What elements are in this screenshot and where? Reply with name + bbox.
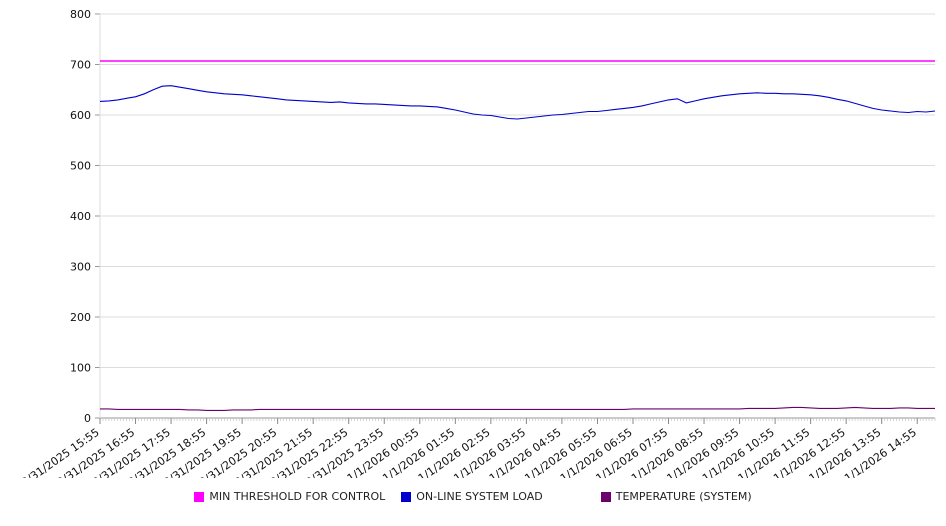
series-line-2: [100, 406, 935, 411]
y-tick-label: 600: [70, 109, 91, 122]
y-tick-label: 700: [70, 59, 91, 72]
legend-label-system-load: ON-LINE SYSTEM LOAD: [416, 490, 543, 503]
legend-item-system-load: ON-LINE SYSTEM LOAD: [401, 490, 543, 503]
series-line-1: [99, 85, 936, 120]
y-tick-label: 300: [70, 261, 91, 274]
legend-label-min-threshold: MIN THRESHOLD FOR CONTROL: [209, 490, 386, 503]
y-tick-label: 100: [70, 362, 91, 375]
y-tick-label: 500: [70, 160, 91, 173]
y-tick-label: 200: [70, 311, 91, 324]
y-tick-label: 0: [84, 412, 91, 425]
system-load-swatch-icon: [401, 491, 412, 502]
gridlines: [100, 13, 935, 419]
legend-item-min-threshold: MIN THRESHOLD FOR CONTROL: [194, 490, 385, 503]
y-tick-label: 800: [70, 8, 91, 21]
y-axis: 0 100 200 300 400 500 600 700 800: [70, 8, 100, 425]
min-threshold-swatch-icon: [194, 491, 205, 502]
temperature-swatch-icon: [600, 491, 611, 502]
legend-item-temperature: TEMPERATURE (SYSTEM): [600, 490, 752, 503]
legend: MIN THRESHOLD FOR CONTROL ON-LINE SYSTEM…: [0, 490, 946, 503]
legend-label-temperature: TEMPERATURE (SYSTEM): [615, 490, 752, 503]
chart-area: 0 100 200 300 400 500 600 700 800 12/31/2025 15:5…: [13, 8, 936, 478]
y-tick-label: 400: [70, 210, 91, 223]
